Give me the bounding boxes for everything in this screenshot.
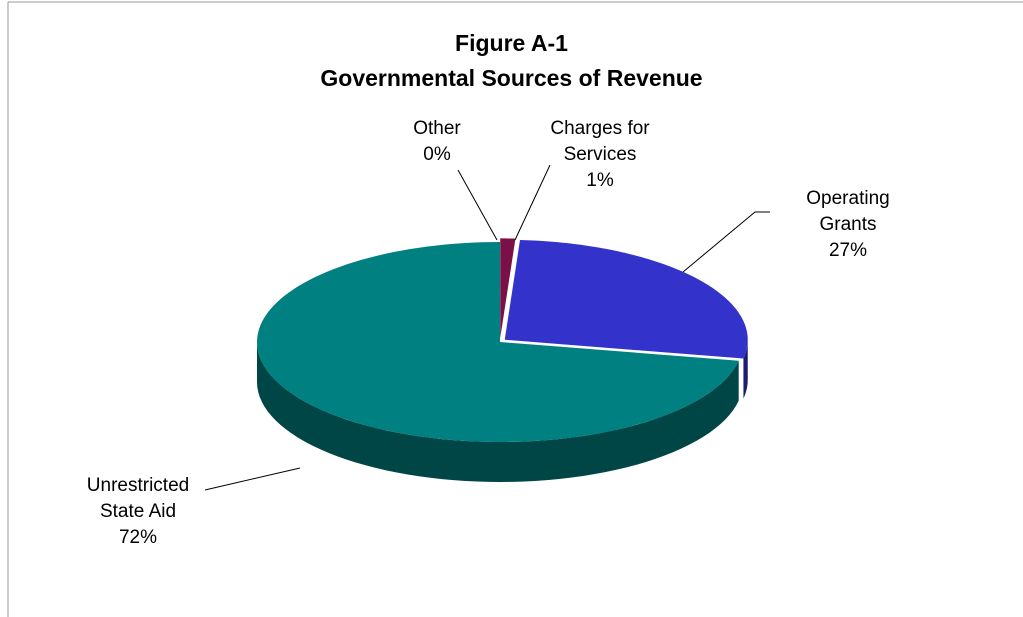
pie-slice [257, 242, 739, 442]
value-label: 0% [423, 144, 451, 165]
pie-side [257, 342, 739, 482]
chart-subtitle: Governmental Sources of Revenue [320, 65, 703, 91]
data-label: Unrestricted State Aid 72% [63, 473, 213, 551]
leader-line [204, 467, 301, 491]
data-label: Charges for Services 1% [535, 116, 665, 194]
pie-slice [500, 238, 516, 339]
chart-title: Figure A-1 [455, 30, 568, 56]
pie-side [743, 339, 748, 399]
leader-line [457, 169, 498, 241]
leader-line [682, 211, 770, 273]
category-label: Unrestricted State Aid [86, 475, 190, 522]
value-label: 27% [828, 240, 868, 261]
value-label: 72% [118, 527, 158, 548]
category-label: Charges for Services [550, 118, 650, 165]
pie-slice [504, 239, 748, 359]
data-label: Operating Grants 27% [793, 186, 903, 264]
category-label: Operating Grants [806, 188, 890, 235]
category-label: Other [413, 118, 461, 139]
data-label: Other 0% [387, 116, 487, 168]
leader-line [514, 164, 551, 241]
value-label: 1% [586, 170, 614, 191]
